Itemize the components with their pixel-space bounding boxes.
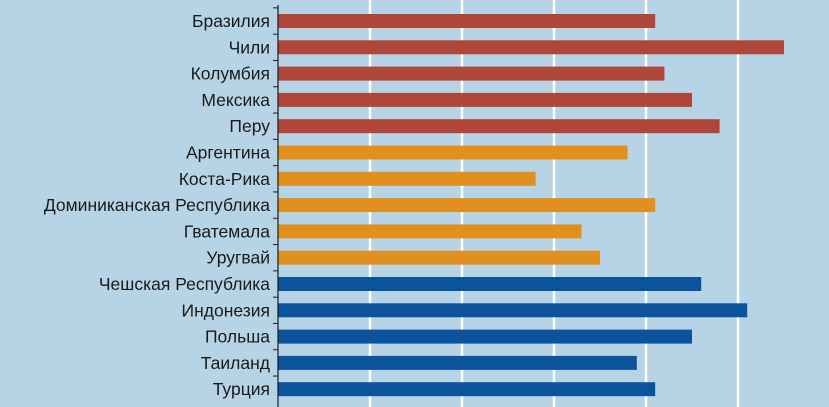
category-labels: Бразилия Чили Колумбия Мексика Перу Аргентина… <box>44 11 270 399</box>
bar-7 <box>278 171 536 186</box>
bar-15 <box>278 382 656 397</box>
bar-12 <box>278 303 748 318</box>
bar-8 <box>278 198 656 213</box>
bar-10 <box>278 250 600 265</box>
category-label: Таиланд <box>201 353 270 373</box>
bar-3 <box>278 66 665 81</box>
bars <box>278 14 784 397</box>
category-label: Индонезия <box>182 300 270 320</box>
category-label: Перу <box>229 116 270 136</box>
category-label: Польша <box>205 327 270 347</box>
category-label: Чили <box>229 37 270 57</box>
bar-14 <box>278 355 637 370</box>
category-label: Доминиканская Республика <box>44 195 270 215</box>
category-label: Турция <box>213 379 270 399</box>
category-label: Уругвай <box>206 248 270 268</box>
category-label: Коста-Рика <box>179 169 271 189</box>
bar-13 <box>278 329 692 344</box>
category-label: Бразилия <box>192 11 270 31</box>
y-axis-ticks <box>273 7 278 377</box>
category-label: Аргентина <box>186 143 270 163</box>
bar-9 <box>278 224 582 239</box>
bar-1 <box>278 14 656 28</box>
category-label: Чешская Республика <box>99 274 270 294</box>
category-label: Мексика <box>201 90 270 110</box>
category-label: Колумбия <box>191 64 270 84</box>
bar-2 <box>278 40 784 55</box>
category-label: Гватемала <box>184 221 270 241</box>
bar-11 <box>278 277 702 291</box>
bar-4 <box>278 92 692 107</box>
bar-6 <box>278 145 628 160</box>
bar-5 <box>278 119 720 134</box>
